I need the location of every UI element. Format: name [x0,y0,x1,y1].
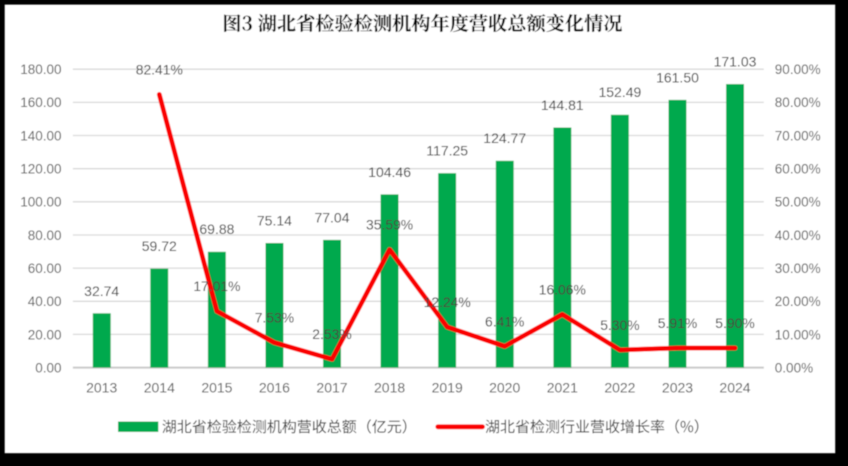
svg-text:152.49: 152.49 [598,84,641,100]
svg-text:5.30%: 5.30% [600,317,639,333]
svg-text:180.00: 180.00 [20,62,61,77]
svg-text:2013: 2013 [86,380,117,396]
svg-text:120.00: 120.00 [20,162,61,177]
svg-text:2.53%: 2.53% [312,326,351,342]
svg-text:80.00%: 80.00% [775,95,821,110]
svg-text:2016: 2016 [259,380,290,396]
svg-text:80.00: 80.00 [28,228,62,243]
svg-text:161.50: 161.50 [656,69,699,85]
svg-text:17.01%: 17.01% [193,278,240,294]
svg-text:90.00%: 90.00% [775,62,821,77]
svg-text:124.77: 124.77 [483,130,526,146]
svg-text:40.00: 40.00 [28,294,62,309]
svg-text:104.46: 104.46 [368,164,411,180]
svg-text:77.04: 77.04 [314,209,349,225]
svg-text:10.00%: 10.00% [775,327,821,342]
svg-text:5.90%: 5.90% [715,315,754,331]
svg-text:50.00%: 50.00% [775,195,821,210]
svg-text:100.00: 100.00 [20,195,61,210]
svg-text:70.00%: 70.00% [775,128,821,143]
svg-text:171.03: 171.03 [714,54,757,70]
svg-text:2017: 2017 [316,380,347,396]
svg-text:16.06%: 16.06% [539,281,586,297]
svg-text:2021: 2021 [547,380,578,396]
svg-text:20.00: 20.00 [28,327,62,342]
svg-text:32.74: 32.74 [84,283,119,299]
svg-text:2014: 2014 [144,380,175,396]
svg-text:60.00%: 60.00% [775,162,821,177]
svg-text:2020: 2020 [489,380,520,396]
svg-text:144.81: 144.81 [541,97,584,113]
svg-text:160.00: 160.00 [20,95,61,110]
svg-text:2019: 2019 [432,380,463,396]
svg-text:140.00: 140.00 [20,128,61,143]
svg-text:2015: 2015 [201,380,232,396]
svg-text:40.00%: 40.00% [775,228,821,243]
svg-text:2022: 2022 [604,380,635,396]
svg-text:30.00%: 30.00% [775,261,821,276]
svg-text:20.00%: 20.00% [775,294,821,309]
svg-text:7.53%: 7.53% [255,310,294,326]
svg-text:35.59%: 35.59% [366,217,413,233]
svg-text:117.25: 117.25 [426,143,468,159]
svg-text:0.00: 0.00 [35,361,61,376]
svg-text:2018: 2018 [374,380,405,396]
svg-text:60.00: 60.00 [28,261,62,276]
svg-text:69.88: 69.88 [199,221,234,237]
svg-text:12.24%: 12.24% [424,294,471,310]
svg-text:2023: 2023 [662,380,693,396]
svg-text:2024: 2024 [719,380,750,396]
svg-text:82.41%: 82.41% [136,61,183,77]
svg-text:59.72: 59.72 [142,238,177,254]
svg-text:75.14: 75.14 [257,213,292,229]
svg-text:6.41%: 6.41% [485,313,524,329]
svg-text:5.91%: 5.91% [658,315,697,331]
svg-text:0.00%: 0.00% [775,361,813,376]
